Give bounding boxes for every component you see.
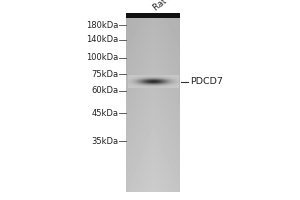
Text: 180kDa: 180kDa: [86, 21, 118, 29]
Text: PDCD7: PDCD7: [190, 77, 224, 86]
Text: 45kDa: 45kDa: [92, 108, 118, 117]
Text: 100kDa: 100kDa: [86, 53, 118, 62]
FancyBboxPatch shape: [126, 13, 180, 18]
Text: 75kDa: 75kDa: [92, 70, 118, 79]
Text: Rat brain: Rat brain: [152, 0, 188, 13]
Text: 60kDa: 60kDa: [92, 86, 118, 95]
Text: 35kDa: 35kDa: [92, 136, 118, 146]
Text: 140kDa: 140kDa: [86, 36, 118, 45]
